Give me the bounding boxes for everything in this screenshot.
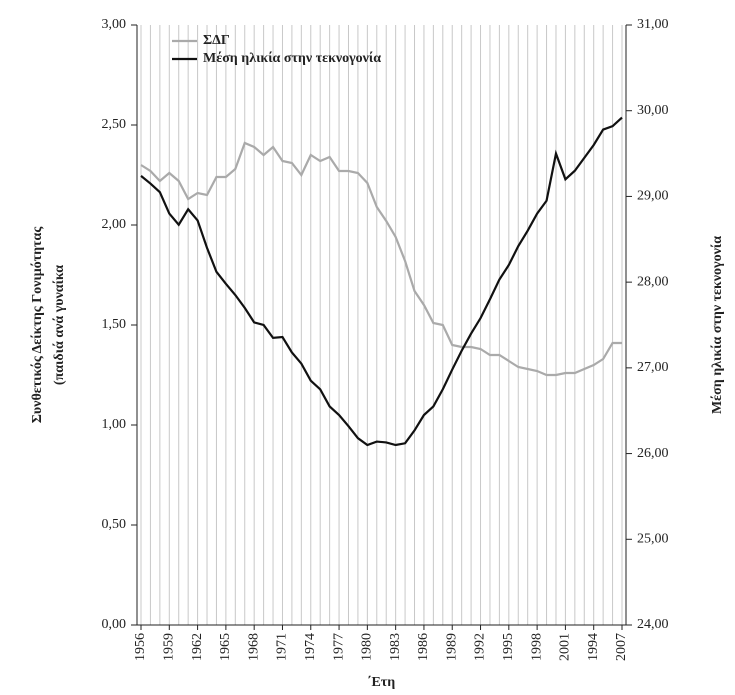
x-tick-label: 1989 (444, 633, 459, 661)
x-tick-label: 1992 (473, 633, 488, 661)
y2-tick-label: 27,00 (637, 360, 669, 375)
x-tick-label: 1983 (388, 633, 403, 661)
y2-tick-label: 25,00 (637, 532, 669, 547)
y2-tick-label: 24,00 (637, 617, 669, 632)
data-line (140, 116, 623, 447)
y-tick-label: 0,00 (102, 617, 127, 632)
x-tick-label: 1968 (246, 633, 261, 661)
legend-label: Μέση ηλικία στην τεκνογονία (203, 51, 381, 66)
y2-tick-label: 30,00 (637, 103, 669, 118)
y-tick-label: 1,00 (102, 417, 127, 432)
x-tick-label: 1971 (275, 633, 290, 661)
y-tick-label: 2,50 (102, 117, 127, 132)
y-tick-label: 2,00 (102, 217, 127, 232)
x-tick-label: 1962 (190, 633, 205, 661)
y-tick-label: 1,50 (102, 317, 127, 332)
x-axis-title: ΄Ετη (367, 675, 395, 690)
x-tick-label: 2007 (614, 633, 629, 661)
legend-label: ΣΔΓ (203, 33, 230, 48)
x-tick-label: 1986 (416, 633, 431, 661)
x-tick-label: 1959 (162, 633, 177, 661)
x-tick-label: 1980 (360, 633, 375, 661)
y-axis-title: (παιδιά ανά γυναίκα (52, 265, 67, 385)
x-tick-label: 1956 (133, 633, 148, 661)
y2-axis-title: Μέση ηλικία στην τεκνογονία (710, 236, 725, 414)
x-tick-label: 1994 (586, 633, 601, 661)
x-tick-label: 1965 (218, 633, 233, 661)
y2-tick-label: 26,00 (637, 446, 669, 461)
x-tick-label: 2001 (558, 633, 573, 661)
x-tick-label: 1995 (501, 633, 516, 661)
x-tick-label: 1977 (331, 633, 346, 661)
y2-tick-label: 28,00 (637, 274, 669, 289)
y-tick-label: 3,00 (102, 17, 127, 32)
data-line (140, 141, 622, 377)
y-tick-label: 0,50 (102, 517, 127, 532)
y-axis-title: Συνθετικός Δείκτης Γονιμότητας (30, 226, 45, 424)
x-tick-label: 1974 (303, 633, 318, 661)
y2-tick-label: 31,00 (637, 17, 669, 32)
x-tick-label: 1998 (529, 633, 544, 661)
y2-tick-label: 29,00 (637, 189, 669, 204)
